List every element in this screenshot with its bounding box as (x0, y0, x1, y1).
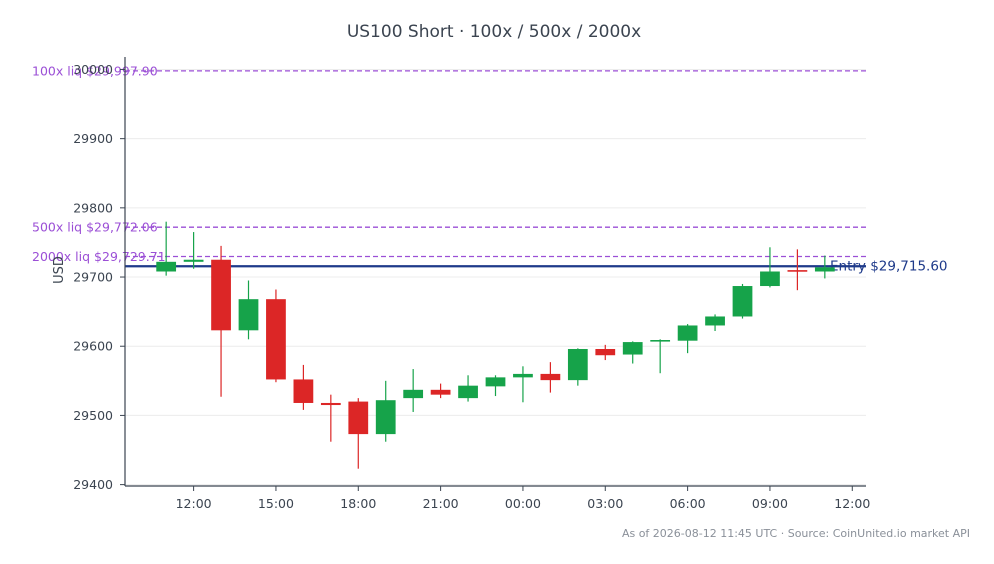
candle-body (211, 259, 231, 331)
candle-body (266, 299, 286, 380)
candle-body (485, 377, 506, 387)
candle-body (814, 267, 835, 272)
x-tick-label: 21:00 (423, 496, 459, 511)
liq-level-label: 500x liq $29,772.06 (32, 220, 158, 235)
reference-levels: 100x liq $29,997.90 500x liq $29,772.06 20… (32, 63, 948, 274)
y-tick-label: 29600 (73, 339, 113, 354)
candle-body (732, 286, 753, 317)
y-tick-label: 29700 (73, 270, 113, 285)
candle-body (677, 325, 698, 341)
candle-body (403, 389, 424, 399)
x-tick-label: 12:00 (834, 496, 870, 511)
y-tick-label: 30000 (73, 62, 113, 77)
footer-note: As of 2026-08-12 11:45 UTC · Source: Coi… (622, 527, 970, 540)
candles (156, 221, 835, 469)
x-tick-label: 00:00 (505, 496, 541, 511)
candle-body (567, 348, 588, 381)
candle-body (540, 373, 561, 381)
axes: 29400 29500 29600 29700 29800 29900 30000 12:00… (73, 57, 870, 511)
entry-label: Entry $29,715.60 (830, 259, 948, 275)
candle-body (650, 340, 671, 342)
candle-body (705, 316, 725, 326)
candle-body (348, 401, 369, 435)
x-tick-label: 15:00 (258, 496, 294, 511)
candle-body (513, 373, 533, 378)
x-tick-label: 18:00 (340, 496, 376, 511)
candle-body (595, 348, 616, 356)
candle-body (238, 299, 259, 331)
grid (125, 68, 866, 486)
candle-body (622, 342, 643, 355)
y-axis-title: USD (52, 256, 67, 284)
candle-body (430, 389, 451, 395)
liq-level-label: 2000x liq $29,729.71 (32, 249, 166, 264)
candle-body (458, 385, 478, 399)
y-tick-label: 29500 (73, 408, 113, 423)
y-tick-label: 29800 (73, 200, 113, 215)
chart-title: US100 Short · 100x / 500x / 2000x (347, 22, 641, 42)
candle-body (760, 271, 780, 287)
y-tick-label: 29400 (73, 477, 113, 492)
candle-body (375, 400, 396, 435)
x-tick-label: 12:00 (176, 496, 212, 511)
x-tick-label: 03:00 (587, 496, 623, 511)
candle-body (183, 259, 204, 262)
candle-body (156, 261, 177, 272)
candle-body (787, 270, 808, 272)
candle-body (293, 379, 314, 403)
liq-level-label: 100x liq $29,997.90 (32, 63, 158, 78)
y-tick-label: 29900 (73, 131, 113, 146)
x-tick-label: 09:00 (752, 496, 788, 511)
x-tick-label: 06:00 (670, 496, 706, 511)
candle-body (320, 402, 341, 406)
